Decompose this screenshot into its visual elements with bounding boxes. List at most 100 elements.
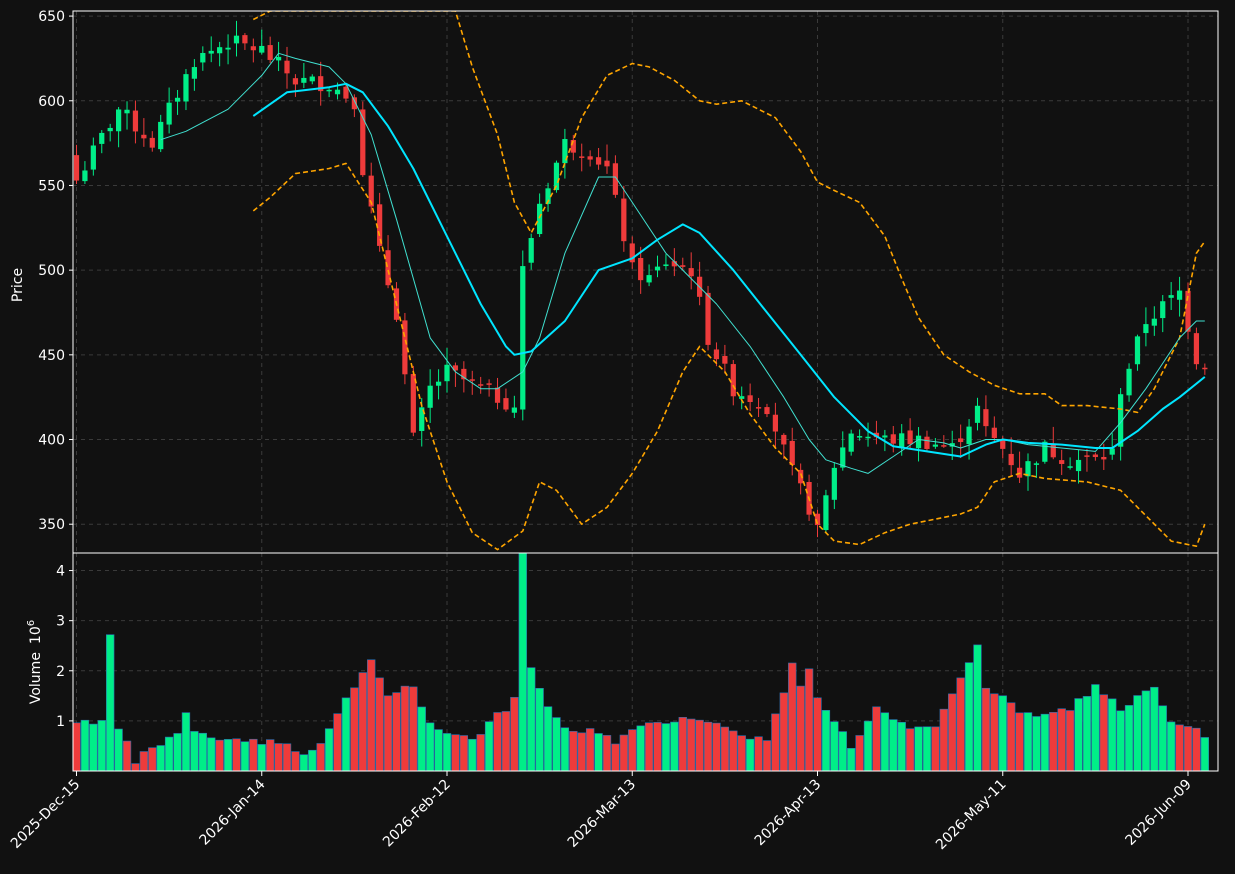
candle-body xyxy=(713,349,720,360)
volume-bar xyxy=(1065,710,1075,771)
candle-body xyxy=(377,204,383,246)
candle-body xyxy=(1126,368,1132,396)
volume-bar xyxy=(1099,694,1108,771)
volume-bar xyxy=(948,693,957,771)
volume-bar xyxy=(661,723,671,771)
volume-bar xyxy=(80,719,90,771)
candle-body xyxy=(1193,333,1200,365)
candle-body xyxy=(1008,453,1014,466)
candle-body xyxy=(1050,443,1056,458)
volume-tick-label: 2 xyxy=(56,664,65,680)
volume-bar xyxy=(434,729,443,771)
candle-body xyxy=(191,67,197,79)
volume-bar xyxy=(847,748,856,771)
volume-bar xyxy=(1166,721,1176,771)
volume-bar xyxy=(493,712,502,771)
candle-body xyxy=(242,35,248,44)
volume-bar xyxy=(754,736,763,771)
volume-bar xyxy=(1074,698,1083,771)
volume-bar xyxy=(931,726,940,771)
volume-bar xyxy=(367,659,376,771)
volume-bar xyxy=(813,697,822,771)
candle-body xyxy=(360,109,366,176)
candle-body xyxy=(1059,460,1065,464)
candle-body xyxy=(259,45,265,53)
volume-bar xyxy=(577,732,586,771)
candle-body xyxy=(814,513,821,526)
candle-body xyxy=(1202,367,1208,370)
candle-body xyxy=(772,414,779,432)
volume-bar xyxy=(156,745,165,771)
candle-body xyxy=(233,35,240,44)
candle-body xyxy=(1168,295,1174,298)
candle-body xyxy=(208,50,214,54)
volume-bar xyxy=(653,722,662,771)
volume-bar xyxy=(333,713,342,771)
volume-bar xyxy=(425,722,435,771)
candle-body xyxy=(494,387,501,403)
candle-body xyxy=(680,265,686,267)
candle-body xyxy=(671,261,677,267)
volume-bar xyxy=(821,710,831,771)
candle-body xyxy=(200,52,206,63)
candle-body xyxy=(1075,459,1082,472)
volume-bar xyxy=(215,739,224,771)
candle-body xyxy=(149,137,155,148)
volume-bar xyxy=(131,763,140,771)
price-tick-label: 600 xyxy=(38,94,65,110)
candle-body xyxy=(217,47,223,54)
volume-bars xyxy=(73,553,1210,771)
candle-body xyxy=(1185,290,1191,332)
volume-bar xyxy=(644,722,654,771)
volume-bar xyxy=(737,735,746,771)
volume-bar xyxy=(249,738,258,771)
volume-bar xyxy=(181,712,191,771)
volume-bar xyxy=(198,732,207,771)
volume-bar xyxy=(409,686,418,771)
candle-body xyxy=(1033,463,1040,465)
candle-body xyxy=(158,121,164,150)
candle-body xyxy=(1118,394,1124,447)
volume-exponent-base: 10 xyxy=(28,626,44,644)
volume-bar xyxy=(106,634,115,771)
volume-bar xyxy=(265,739,275,771)
candle-body xyxy=(520,266,526,410)
candle-body xyxy=(974,405,981,423)
volume-tick-label: 1 xyxy=(56,714,65,730)
candle-body xyxy=(284,60,290,74)
volume-bar xyxy=(257,744,266,771)
volume-bar xyxy=(897,722,906,771)
candle-body xyxy=(99,132,105,144)
candle-body xyxy=(402,320,408,375)
candle-body xyxy=(840,447,846,468)
volume-bar xyxy=(240,741,250,771)
candle-body xyxy=(932,444,938,447)
volume-bar xyxy=(1040,713,1050,771)
candle-body xyxy=(486,383,492,385)
volume-tick-label: 3 xyxy=(56,614,65,630)
candle-body xyxy=(991,427,997,438)
candle-body xyxy=(789,440,795,466)
candle-body xyxy=(528,238,534,263)
price-tick-label: 350 xyxy=(38,517,65,533)
candle-body xyxy=(629,243,635,263)
volume-bar xyxy=(687,718,696,771)
volume-bar xyxy=(1015,712,1024,771)
volume-bar xyxy=(914,726,923,771)
candle-body xyxy=(435,381,442,386)
candle-body xyxy=(722,355,728,364)
volume-bar xyxy=(703,721,713,771)
volume-bar xyxy=(552,717,561,771)
volume-panel: 1 2 3 4 Volume 106 xyxy=(26,552,1219,772)
volume-axes-frame xyxy=(72,552,1219,772)
volume-bar xyxy=(375,677,384,771)
volume-bar xyxy=(1057,708,1066,771)
volume-bar xyxy=(1124,705,1134,771)
candle-body xyxy=(427,385,433,408)
volume-bar xyxy=(274,743,283,771)
candle-body xyxy=(351,97,357,110)
volume-bar xyxy=(602,735,612,771)
candle-body xyxy=(638,258,644,281)
volume-bar xyxy=(863,720,873,771)
